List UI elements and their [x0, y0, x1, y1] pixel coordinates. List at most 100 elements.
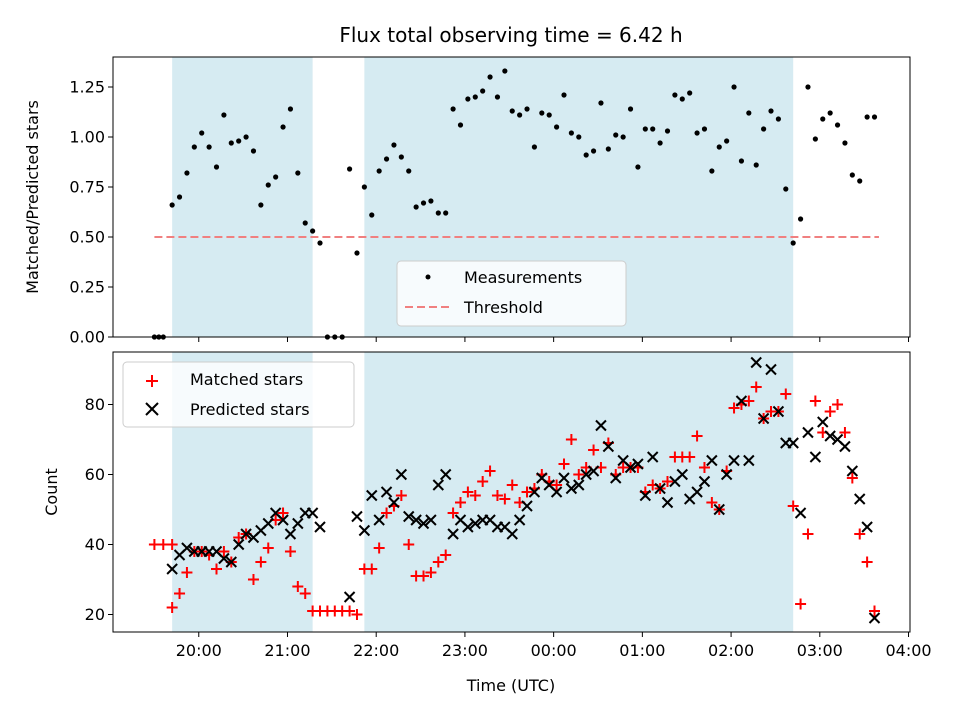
measurement-point — [598, 100, 604, 106]
predicted-star-point — [565, 482, 578, 495]
predicted-star-point — [787, 437, 799, 449]
matched-star-point — [787, 500, 799, 512]
measurement-point — [797, 216, 804, 222]
measurement-point — [701, 126, 708, 132]
predicted-star-point — [720, 468, 733, 481]
predicted-star-stroke — [573, 479, 585, 491]
predicted-star-stroke — [831, 433, 844, 446]
predicted-star-stroke — [713, 503, 725, 516]
count-panel-legend: Matched stars Predicted stars — [122, 361, 355, 428]
matched-star-point — [706, 497, 718, 508]
predicted-star-stroke — [750, 356, 762, 369]
measurement-point — [354, 250, 360, 256]
measurement-point — [502, 68, 508, 74]
predicted-star-point — [868, 612, 881, 624]
predicted-star-point — [639, 489, 652, 502]
legend-label-predicted: Predicted stars — [190, 400, 310, 419]
matched-star-point — [418, 570, 430, 582]
measurement-point — [613, 132, 619, 138]
predicted-star-stroke — [720, 468, 733, 481]
matched-star-point — [373, 542, 385, 554]
measurement-point — [221, 112, 227, 118]
measurement-point — [590, 148, 597, 154]
predicted-star-stroke — [432, 479, 445, 491]
measurement-point — [709, 168, 715, 174]
predicted-star-point — [743, 454, 755, 467]
measurement-point — [724, 138, 730, 144]
measurement-point — [361, 184, 367, 190]
measurement-point — [679, 96, 685, 102]
y-tick-label: 60 — [85, 465, 105, 484]
matched-star-point — [381, 507, 393, 519]
count-panel-points — [148, 356, 881, 624]
matched-star-point — [211, 563, 223, 575]
count-panel-frame — [112, 351, 911, 633]
predicted-star-point — [794, 507, 807, 519]
measurement-point — [169, 202, 175, 208]
y-tick-label: 40 — [85, 535, 105, 554]
predicted-star-point — [602, 440, 615, 453]
predicted-star-point — [277, 514, 289, 526]
predicted-star-point — [772, 405, 785, 418]
x-tick-label: 01:00 — [619, 641, 665, 660]
predicted-star-point — [595, 419, 607, 432]
count-panel: 20 40 60 80 20:00 21:00 22:00 23:00 00:00 01:00 0… — [42, 351, 932, 695]
measurement-point — [369, 212, 375, 218]
predicted-star-stroke — [824, 430, 836, 442]
measurement-point — [650, 126, 656, 132]
predicted-star-stroke — [676, 468, 688, 481]
y-tick-label: 0.50 — [69, 228, 105, 247]
y-tick-label: 0.75 — [69, 178, 105, 197]
measurement-point — [191, 144, 197, 150]
predicted-star-stroke — [558, 472, 570, 484]
measurement-point — [657, 140, 663, 146]
x-tick-label: 00:00 — [531, 641, 577, 660]
shaded-interval — [172, 57, 313, 337]
measurement-point — [857, 178, 863, 184]
predicted-star-stroke — [240, 528, 252, 540]
ratio-panel: 0.00 0.25 0.50 0.75 1.00 1.25 Matched/Predict… — [23, 56, 911, 347]
predicted-star-stroke — [380, 486, 393, 498]
measurement-point — [827, 110, 833, 116]
predicted-star-stroke — [181, 542, 193, 554]
measurement-point — [746, 110, 752, 116]
measurement-point — [243, 134, 249, 140]
predicted-star-point — [735, 395, 748, 407]
predicted-star-stroke — [610, 472, 622, 484]
matched-star-point — [484, 465, 496, 477]
measurement-point — [576, 134, 582, 140]
measurement-point — [687, 90, 693, 96]
matched-star-point — [824, 406, 836, 417]
measurement-point — [494, 94, 501, 100]
predicted-star-point — [661, 496, 674, 509]
measurement-point — [539, 110, 545, 116]
predicted-star-point — [706, 454, 718, 467]
x-tick-label: 03:00 — [797, 641, 843, 660]
predicted-star-point — [232, 538, 245, 551]
predicted-star-point — [469, 517, 481, 530]
predicted-star-point — [447, 528, 459, 540]
measurement-point — [531, 144, 538, 150]
predicted-star-point — [351, 510, 363, 523]
measurement-point — [302, 220, 308, 226]
matched-star-point — [292, 581, 304, 592]
count-panel-shaded-intervals — [172, 352, 794, 632]
predicted-star-stroke — [373, 514, 385, 526]
measurement-point — [273, 174, 279, 180]
matched-star-point — [691, 430, 703, 442]
measurement-point — [176, 194, 183, 200]
predicted-star-point — [314, 521, 326, 533]
matched-star-point — [425, 567, 437, 578]
matched-star-point — [743, 395, 755, 407]
predicted-star-stroke — [691, 486, 703, 498]
predicted-star-point — [824, 430, 836, 442]
predicted-star-point — [802, 426, 814, 439]
matched-star-point — [795, 598, 807, 610]
predicted-star-stroke — [654, 482, 666, 495]
predicted-star-point — [380, 486, 393, 498]
predicted-star-stroke — [484, 514, 496, 526]
y-tick-label: 0.25 — [69, 278, 105, 297]
count-panel-y-axis: 20 40 60 80 — [85, 395, 113, 624]
matched-star-point — [588, 444, 600, 456]
